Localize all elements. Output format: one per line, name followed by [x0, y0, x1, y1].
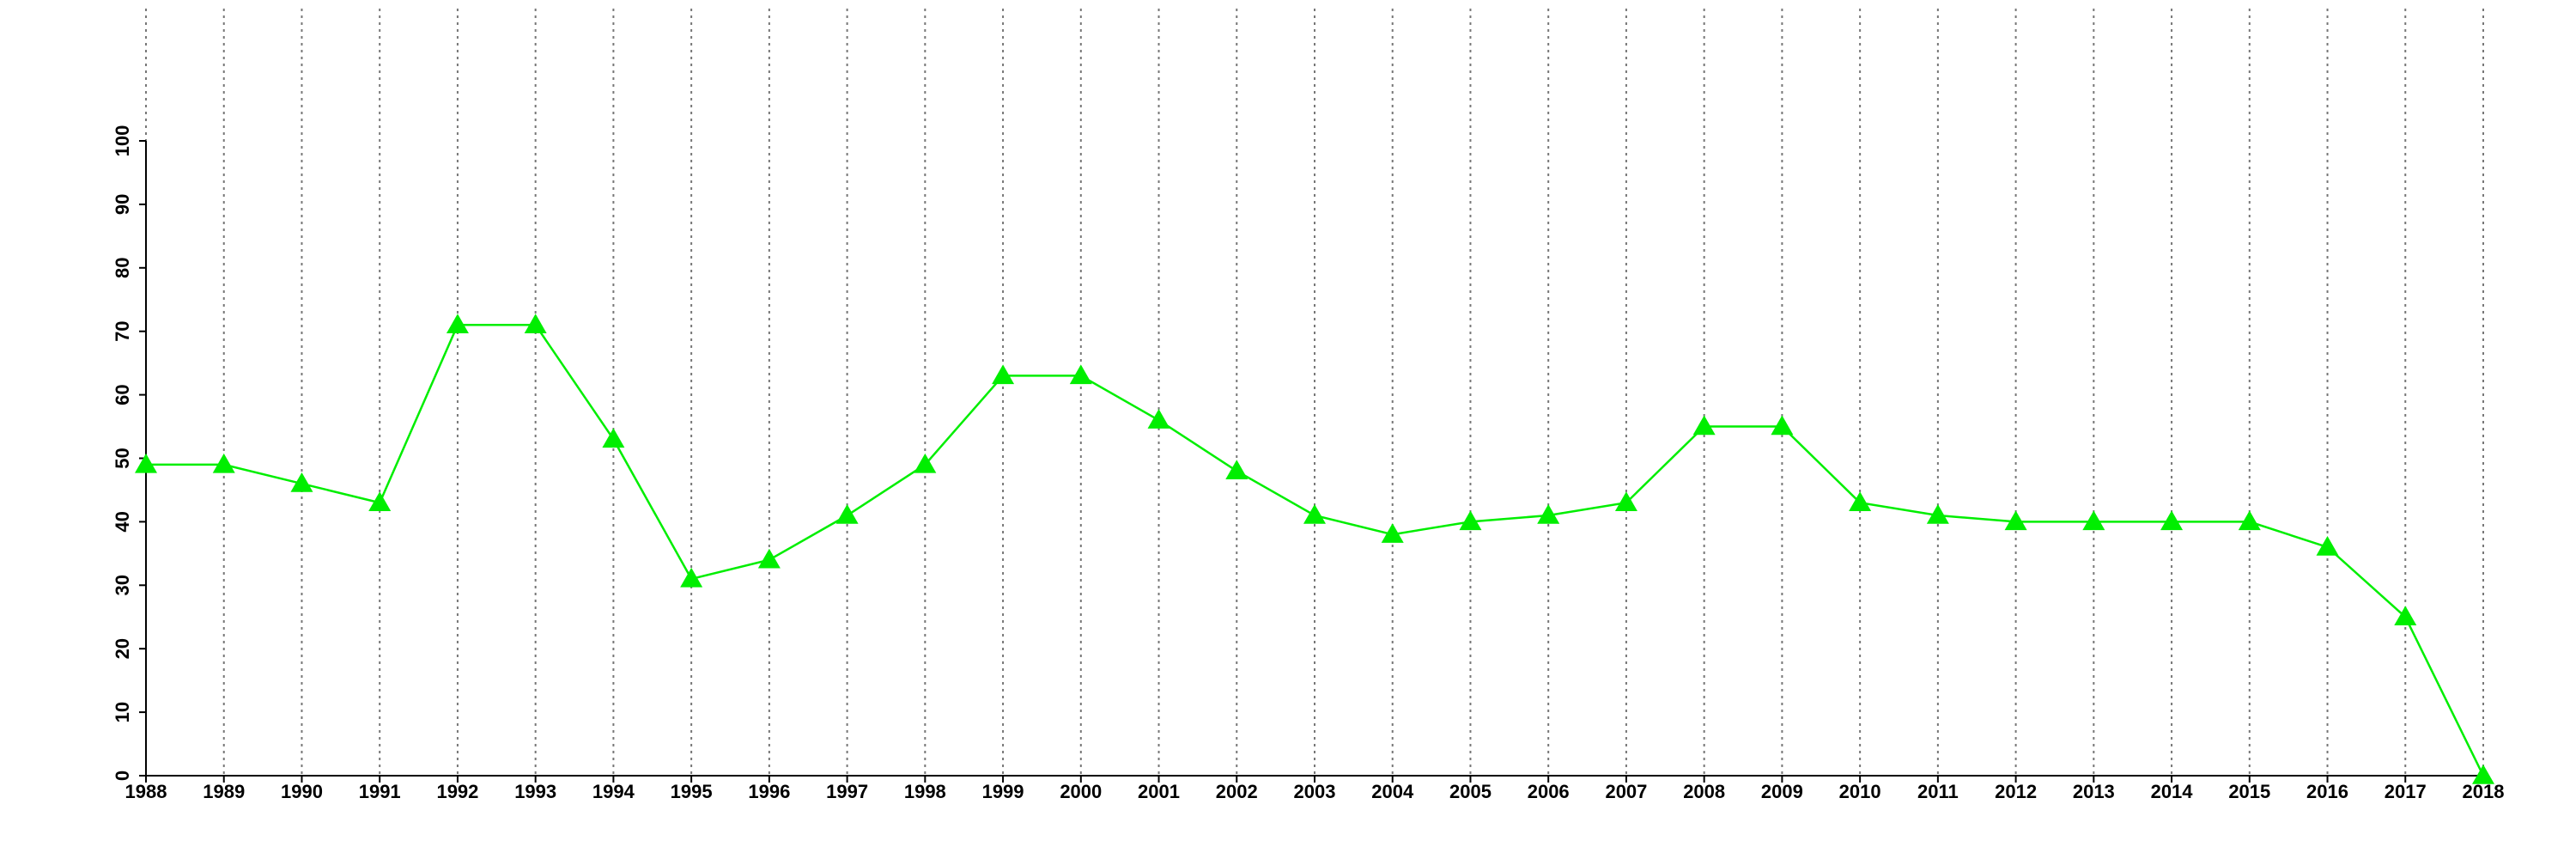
x-tick-label: 2007 — [1605, 781, 1647, 802]
x-tick-label: 1996 — [748, 781, 790, 802]
x-tick-label: 2013 — [2073, 781, 2115, 802]
marker — [135, 453, 157, 473]
x-tick-label: 1993 — [514, 781, 556, 802]
marker — [1069, 364, 1092, 385]
marker — [2160, 510, 2184, 531]
y-tick-label: 30 — [112, 575, 133, 595]
marker — [290, 472, 313, 492]
marker — [2394, 606, 2417, 625]
x-tick-label: 2011 — [1917, 781, 1959, 802]
marker — [1614, 491, 1637, 511]
x-tick-label: 2009 — [1761, 781, 1803, 802]
x-tick-label: 1994 — [592, 781, 635, 802]
y-tick-label: 0 — [112, 771, 133, 781]
marker — [212, 453, 235, 473]
x-tick-label: 2017 — [2385, 781, 2427, 802]
x-tick-label: 1989 — [203, 781, 245, 802]
marker — [757, 548, 781, 569]
x-tick-label: 2015 — [2228, 781, 2270, 802]
x-tick-label: 1988 — [125, 781, 167, 802]
line — [146, 324, 2485, 777]
marker — [602, 428, 625, 448]
y-tick-label: 70 — [112, 320, 133, 341]
marker — [1771, 415, 1794, 436]
marker — [1537, 504, 1560, 524]
marker — [368, 491, 392, 511]
x-tick-label: 1990 — [281, 781, 323, 802]
x-tick-label: 1992 — [436, 781, 478, 802]
x-tick-label: 2005 — [1449, 781, 1492, 802]
marker — [446, 314, 469, 334]
marker — [1147, 409, 1170, 429]
y-tick-label: 90 — [112, 194, 133, 215]
x-tick-label: 2004 — [1371, 781, 1414, 802]
y-tick-label: 20 — [112, 638, 133, 659]
marker — [1849, 491, 1872, 511]
x-tick-label: 2016 — [2306, 781, 2348, 802]
x-tick-label: 2003 — [1294, 781, 1336, 802]
marker — [1303, 504, 1326, 524]
y-tick-label: 10 — [112, 702, 133, 722]
y-tick-label: 100 — [112, 125, 133, 157]
marker — [524, 314, 547, 334]
x-tick-label: 1995 — [671, 781, 713, 802]
marker — [2004, 510, 2027, 531]
marker — [914, 453, 937, 473]
marker — [835, 504, 859, 524]
x-tick-label: 1997 — [826, 781, 868, 802]
marker — [1381, 523, 1404, 543]
marker — [680, 567, 703, 588]
y-tick-label: 50 — [112, 448, 133, 468]
y-tick-label: 80 — [112, 258, 133, 278]
x-tick-label: 1991 — [359, 781, 401, 802]
x-tick-label: 2014 — [2151, 781, 2194, 802]
x-tick-label: 2000 — [1060, 781, 1102, 802]
marker — [1926, 504, 1949, 524]
marker — [2316, 535, 2339, 556]
x-tick-label: 2012 — [1995, 781, 2037, 802]
marker — [992, 364, 1015, 385]
x-tick-label: 2006 — [1528, 781, 1570, 802]
x-tick-label: 2018 — [2463, 781, 2505, 802]
marker — [2082, 510, 2105, 531]
y-tick-label: 40 — [112, 511, 133, 532]
marker — [2472, 765, 2494, 784]
x-tick-label: 2001 — [1138, 781, 1180, 802]
x-tick-label: 2002 — [1216, 781, 1258, 802]
marker — [1459, 510, 1482, 531]
marker — [2238, 510, 2261, 531]
marker — [1225, 460, 1249, 480]
x-tick-label: 2010 — [1839, 781, 1881, 802]
x-tick-label: 1998 — [904, 781, 946, 802]
x-tick-label: 1999 — [982, 781, 1024, 802]
x-tick-label: 2008 — [1683, 781, 1725, 802]
marker — [1692, 415, 1716, 436]
y-tick-label: 60 — [112, 384, 133, 405]
